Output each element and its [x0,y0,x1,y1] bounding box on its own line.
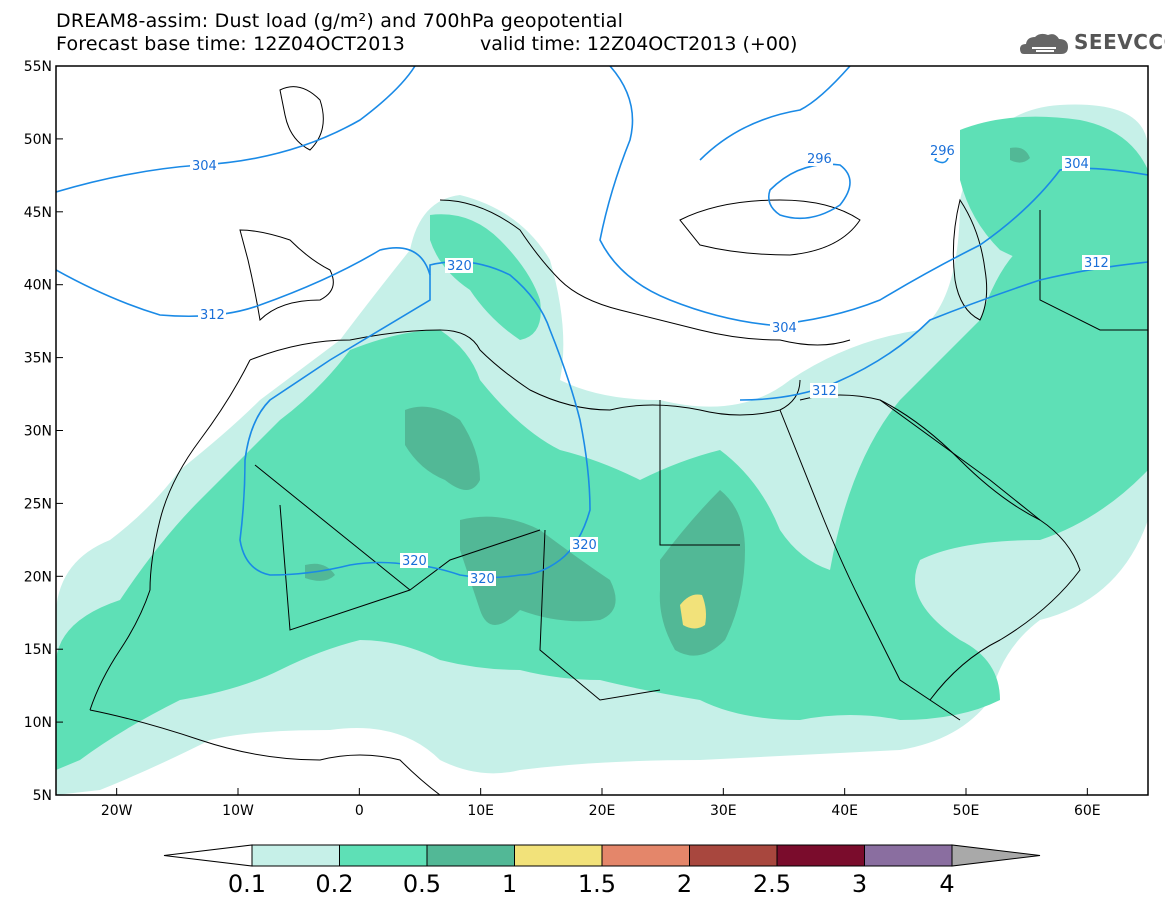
dust-band-medium [56,200,1148,770]
colorbar: 0.1 0.2 0.5 1 1.5 2 2.5 3 4 [163,844,1041,898]
colorbar-box [776,844,865,867]
colorbar-under-arrow [163,844,253,867]
colorbar-box [426,844,515,867]
contour-labels: 304 296 296 304 312 312 320 320 320 320 … [190,143,1110,587]
contour-304-northeast [699,66,851,161]
map-title: DREAM8-assim: Dust load (g/m²) and 700hP… [56,10,624,32]
dust-band-dark-4 [305,563,335,581]
dust-band-core [680,594,706,629]
border-sudan [539,529,661,701]
colorbar-box [864,844,953,867]
coast-britain [279,86,324,151]
colorbar-label: 0.2 [315,870,353,898]
contour-304-west [56,66,416,193]
contour-label: 320 [402,554,427,569]
contour-label: 312 [812,384,837,399]
contour-label: 296 [807,152,832,167]
colorbar-label: 3 [852,870,867,898]
lat-tick-label: 5N [33,788,52,804]
colorbar-label: 2.5 [753,870,791,898]
contour-label: 304 [1064,157,1089,172]
colorbar-label: 1 [502,870,517,898]
contour-label: 312 [1084,256,1109,271]
colorbar-boxes [251,844,953,867]
contour-label: 312 [200,308,225,323]
lat-tick-label: 10N [24,715,52,731]
colorbar-over-arrow [951,844,1041,867]
contour-label: 320 [572,538,597,553]
lon-tick-label: 20E [589,803,616,819]
lon-tick-label: 30E [710,803,737,819]
colorbar-box [251,844,340,867]
valid-time: valid time: 12Z04OCT2013 (+00) [480,33,798,55]
border-sahara-2 [279,504,411,631]
colorbar-label: 1.5 [578,870,616,898]
lat-tick-label: 50N [24,132,52,148]
dust-band-dark-3 [659,490,745,656]
lat-tick-label: 20N [24,569,52,585]
lon-tick-label: 0 [355,803,364,819]
lon-tick-label: 50E [953,803,980,819]
dust-band-medium-east [960,116,1148,301]
lat-tick-label: 35N [24,351,52,367]
longitude-axis: 20W 10W 0 10E 20E 30E 40E 50E 60E [101,788,1101,819]
contour-label: 320 [470,572,495,587]
coast-west-africa [89,359,251,711]
coast-gulf-guinea [89,709,441,795]
lon-tick-label: 10E [467,803,494,819]
colorbar-box [601,844,690,867]
cloud-icon [1020,33,1068,54]
contour-label: 320 [447,259,472,274]
lon-tick-label: 60E [1074,803,1101,819]
border-libya-egypt [659,400,740,546]
coast-europe [239,229,334,322]
colorbar-label: 2 [677,870,692,898]
contour-label: 304 [772,321,797,336]
lat-tick-label: 15N [24,642,52,658]
lat-tick-label: 55N [24,59,52,75]
dust-band-dark-5 [1010,147,1030,163]
coastlines [89,86,1148,795]
dust-band-dark-1 [405,406,480,490]
colorbar-label: 0.1 [228,870,266,898]
coast-red-sea [779,409,961,721]
coast-caspian [952,198,988,321]
lat-tick-label: 30N [24,424,52,440]
coast-black-sea [679,199,861,256]
coast-north-africa [249,329,801,416]
lon-tick-label: 40E [831,803,858,819]
lon-tick-label: 20W [101,803,133,819]
colorbar-label: 0.5 [403,870,441,898]
contour-label: 296 [930,144,955,159]
border-iran [1039,210,1148,331]
colorbar-box [689,844,778,867]
lat-tick-label: 25N [24,496,52,512]
contour-296-blacksea [767,163,851,220]
logo-text: SEEVCCC [1074,30,1165,54]
forecast-base-time: Forecast base time: 12Z04OCT2013 [56,33,406,55]
colorbar-label: 4 [939,870,954,898]
lat-tick-label: 40N [24,278,52,294]
colorbar-box [514,844,603,867]
contour-312-west [56,246,431,318]
colorbar-box [339,844,428,867]
coast-mediterranean [439,199,851,346]
lon-tick-label: 10W [222,803,254,819]
contour-312-east [739,261,1148,401]
lat-tick-label: 45N [24,205,52,221]
latitude-axis: 55N 50N 45N 40N 35N 30N 25N 20N 15N 10N 5N [24,59,63,804]
dust-band-medium-italy [430,214,541,340]
colorbar-labels: 0.1 0.2 0.5 1 1.5 2 2.5 3 4 [228,870,955,898]
border-arabia [879,399,1041,521]
border-sahara-1 [254,464,541,591]
contour-label: 304 [192,159,217,174]
dust-shading [56,104,1148,795]
